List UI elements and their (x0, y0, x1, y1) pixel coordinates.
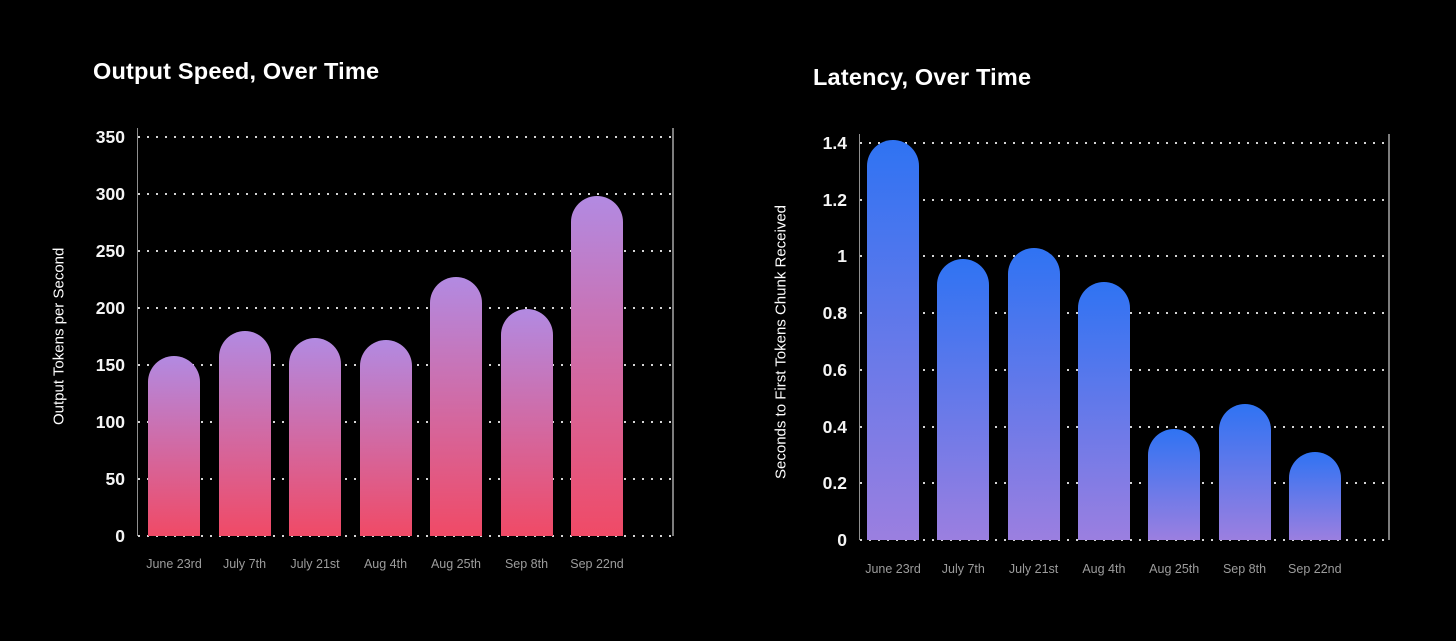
y-tick-label: 150 (95, 355, 125, 375)
plot-area-output-speed: 0 50 100 150 200 250 300 350 June 23rd July 7th Ju… (96, 127, 674, 571)
y-axis-line (858, 134, 860, 540)
x-tick-label: July 21st (1008, 562, 1059, 576)
bar-aug-25th (430, 277, 482, 536)
y-tick-label: 0.2 (822, 473, 847, 494)
y-tick-label: 50 (105, 469, 125, 489)
x-tick-label: Sep 22nd (570, 557, 624, 571)
y-tick-label: 350 (95, 127, 125, 147)
bar-june-23rd (148, 355, 200, 536)
gridline (138, 535, 672, 537)
gridline (138, 307, 672, 309)
y-tick-label: 0 (837, 530, 847, 550)
x-tick-label: July 7th (941, 562, 985, 576)
y-tick-label: 0.8 (822, 303, 847, 324)
bar-sep-22nd (571, 196, 623, 536)
bar-aug-25th (1148, 429, 1201, 540)
y-tick-label: 0.4 (822, 416, 847, 437)
bar-sep-8th (1218, 403, 1271, 540)
y-tick-label: 1.4 (822, 133, 847, 153)
x-tick-label: Aug 4th (363, 557, 408, 571)
gridline (138, 136, 672, 138)
gridline (138, 193, 672, 195)
y-axis-line (136, 128, 138, 536)
bar-july-7th (937, 259, 990, 540)
bar-sep-8th (500, 309, 553, 536)
x-tick-label: Sep 22nd (1288, 562, 1342, 576)
x-tick-label: June 23rd (865, 562, 921, 576)
bar-aug-4th (1077, 281, 1130, 540)
x-tick-label: Sep 8th (504, 557, 549, 571)
x-tick-label: July 21st (290, 557, 340, 571)
y-tick-label: 100 (95, 412, 125, 432)
bar-aug-4th (359, 339, 412, 536)
x-tick-label: July 7th (222, 557, 267, 571)
chart-title-output-speed: Output Speed, Over Time (93, 58, 380, 84)
y-tick-label: 0.6 (822, 359, 847, 380)
x-tick-label: Sep 8th (1222, 562, 1267, 576)
plot-right-border (672, 128, 674, 536)
x-tick-label: Aug 25th (1149, 562, 1200, 576)
chart-title-latency: Latency, Over Time (813, 64, 1032, 90)
y-tick-label: 1.2 (822, 189, 847, 210)
x-tick-label: June 23rd (146, 557, 202, 571)
y-tick-label: 300 (95, 184, 125, 204)
bar-july-21st (289, 337, 341, 536)
bar-july-7th (218, 330, 271, 536)
y-tick-label: 1 (837, 246, 847, 267)
bar-june-23rd (867, 140, 919, 540)
y-tick-label: 0 (115, 526, 125, 546)
x-tick-label: Aug 4th (1082, 562, 1126, 576)
gridline (860, 142, 1388, 144)
bar-july-21st (1007, 247, 1060, 540)
y-tick-label: 200 (95, 298, 125, 318)
plot-right-border (1388, 134, 1390, 540)
gridline (860, 255, 1388, 258)
gridline (860, 539, 1388, 541)
gridline (860, 198, 1388, 201)
y-tick-label: 250 (95, 241, 125, 261)
bar-sep-22nd (1288, 452, 1341, 540)
x-tick-label: Aug 25th (430, 557, 482, 571)
plot-area-latency: 0 0.2 0.4 0.6 0.8 1 1.2 1.4 June 23rd July 7th Jul… (823, 133, 1390, 576)
gridline (138, 250, 672, 252)
